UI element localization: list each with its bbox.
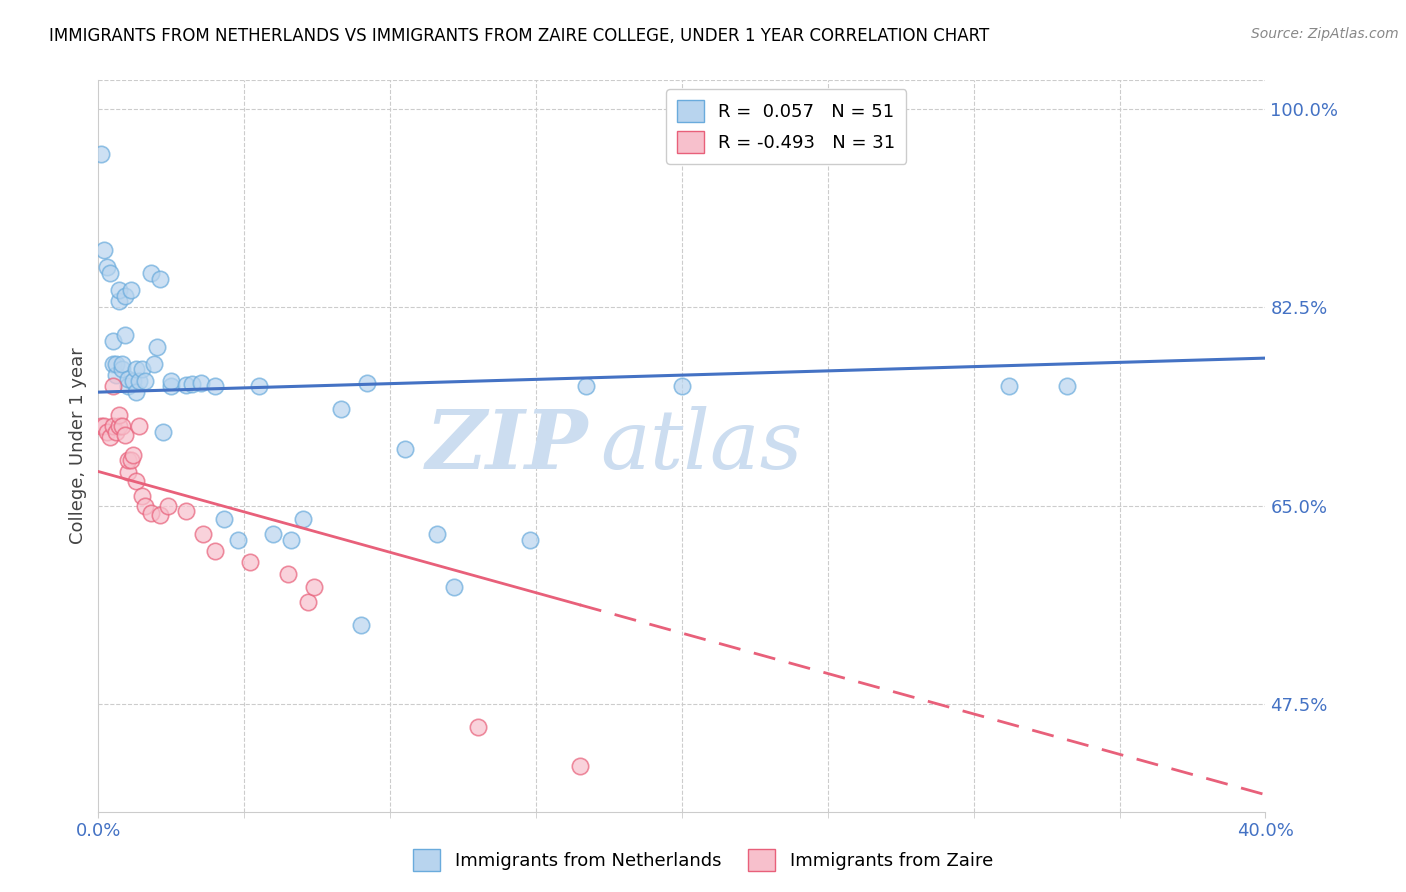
Point	[90, 147, 112, 161]
Point	[125, 385, 148, 400]
Point	[125, 474, 148, 488]
Point	[114, 328, 136, 343]
Point	[117, 465, 139, 479]
Legend: R =  0.057   N = 51, R = -0.493   N = 31: R = 0.057 N = 51, R = -0.493 N = 31	[666, 89, 907, 164]
Point	[134, 499, 156, 513]
Point	[247, 379, 270, 393]
Point	[1056, 379, 1078, 393]
Point	[111, 357, 134, 371]
Point	[114, 289, 136, 303]
Point	[98, 266, 121, 280]
Point	[356, 376, 378, 390]
Point	[568, 759, 591, 773]
Point	[125, 362, 148, 376]
Text: atlas: atlas	[600, 406, 803, 486]
Point	[120, 453, 142, 467]
Point	[160, 379, 183, 393]
Point	[101, 357, 124, 371]
Point	[160, 374, 183, 388]
Point	[193, 527, 215, 541]
Point	[467, 720, 489, 734]
Point	[394, 442, 416, 456]
Point	[146, 340, 169, 354]
Point	[262, 527, 284, 541]
Point	[93, 244, 115, 258]
Point	[350, 617, 373, 632]
Point	[104, 425, 127, 439]
Point	[426, 527, 449, 541]
Point	[671, 379, 693, 393]
Point	[117, 453, 139, 467]
Point	[108, 408, 131, 422]
Point	[280, 533, 302, 547]
Point	[575, 379, 598, 393]
Point	[297, 595, 319, 609]
Point	[180, 377, 202, 392]
Point	[108, 283, 131, 297]
Point	[101, 419, 124, 434]
Point	[139, 507, 162, 521]
Point	[174, 378, 197, 392]
Point	[120, 283, 142, 297]
Point	[122, 448, 145, 462]
Point	[122, 374, 145, 388]
Point	[142, 357, 165, 371]
Text: Source: ZipAtlas.com: Source: ZipAtlas.com	[1251, 27, 1399, 41]
Point	[443, 580, 465, 594]
Text: ZIP: ZIP	[426, 406, 589, 486]
Point	[204, 544, 226, 558]
Point	[157, 499, 180, 513]
Y-axis label: College, Under 1 year: College, Under 1 year	[69, 348, 87, 544]
Point	[212, 512, 235, 526]
Text: IMMIGRANTS FROM NETHERLANDS VS IMMIGRANTS FROM ZAIRE COLLEGE, UNDER 1 YEAR CORRE: IMMIGRANTS FROM NETHERLANDS VS IMMIGRANT…	[49, 27, 990, 45]
Point	[114, 428, 136, 442]
Point	[304, 580, 326, 594]
Point	[134, 374, 156, 388]
Point	[519, 533, 541, 547]
Point	[997, 379, 1019, 393]
Legend: Immigrants from Netherlands, Immigrants from Zaire: Immigrants from Netherlands, Immigrants …	[406, 842, 1000, 879]
Point	[96, 260, 118, 275]
Point	[128, 419, 150, 434]
Point	[108, 294, 131, 309]
Point	[111, 419, 134, 434]
Point	[104, 357, 127, 371]
Point	[108, 419, 131, 434]
Point	[131, 490, 153, 504]
Point	[277, 566, 299, 581]
Point	[104, 368, 127, 383]
Point	[239, 555, 262, 569]
Point	[93, 419, 115, 434]
Point	[90, 419, 112, 434]
Point	[117, 371, 139, 385]
Point	[204, 379, 226, 393]
Point	[128, 374, 150, 388]
Point	[98, 430, 121, 444]
Point	[152, 425, 174, 439]
Point	[101, 334, 124, 348]
Point	[190, 376, 212, 390]
Point	[329, 402, 352, 417]
Point	[228, 533, 250, 547]
Point	[96, 425, 118, 439]
Point	[149, 271, 172, 285]
Point	[174, 504, 197, 518]
Point	[139, 266, 162, 280]
Point	[117, 379, 139, 393]
Point	[101, 379, 124, 393]
Point	[131, 362, 153, 376]
Point	[291, 512, 314, 526]
Point	[149, 508, 172, 522]
Point	[111, 362, 134, 376]
